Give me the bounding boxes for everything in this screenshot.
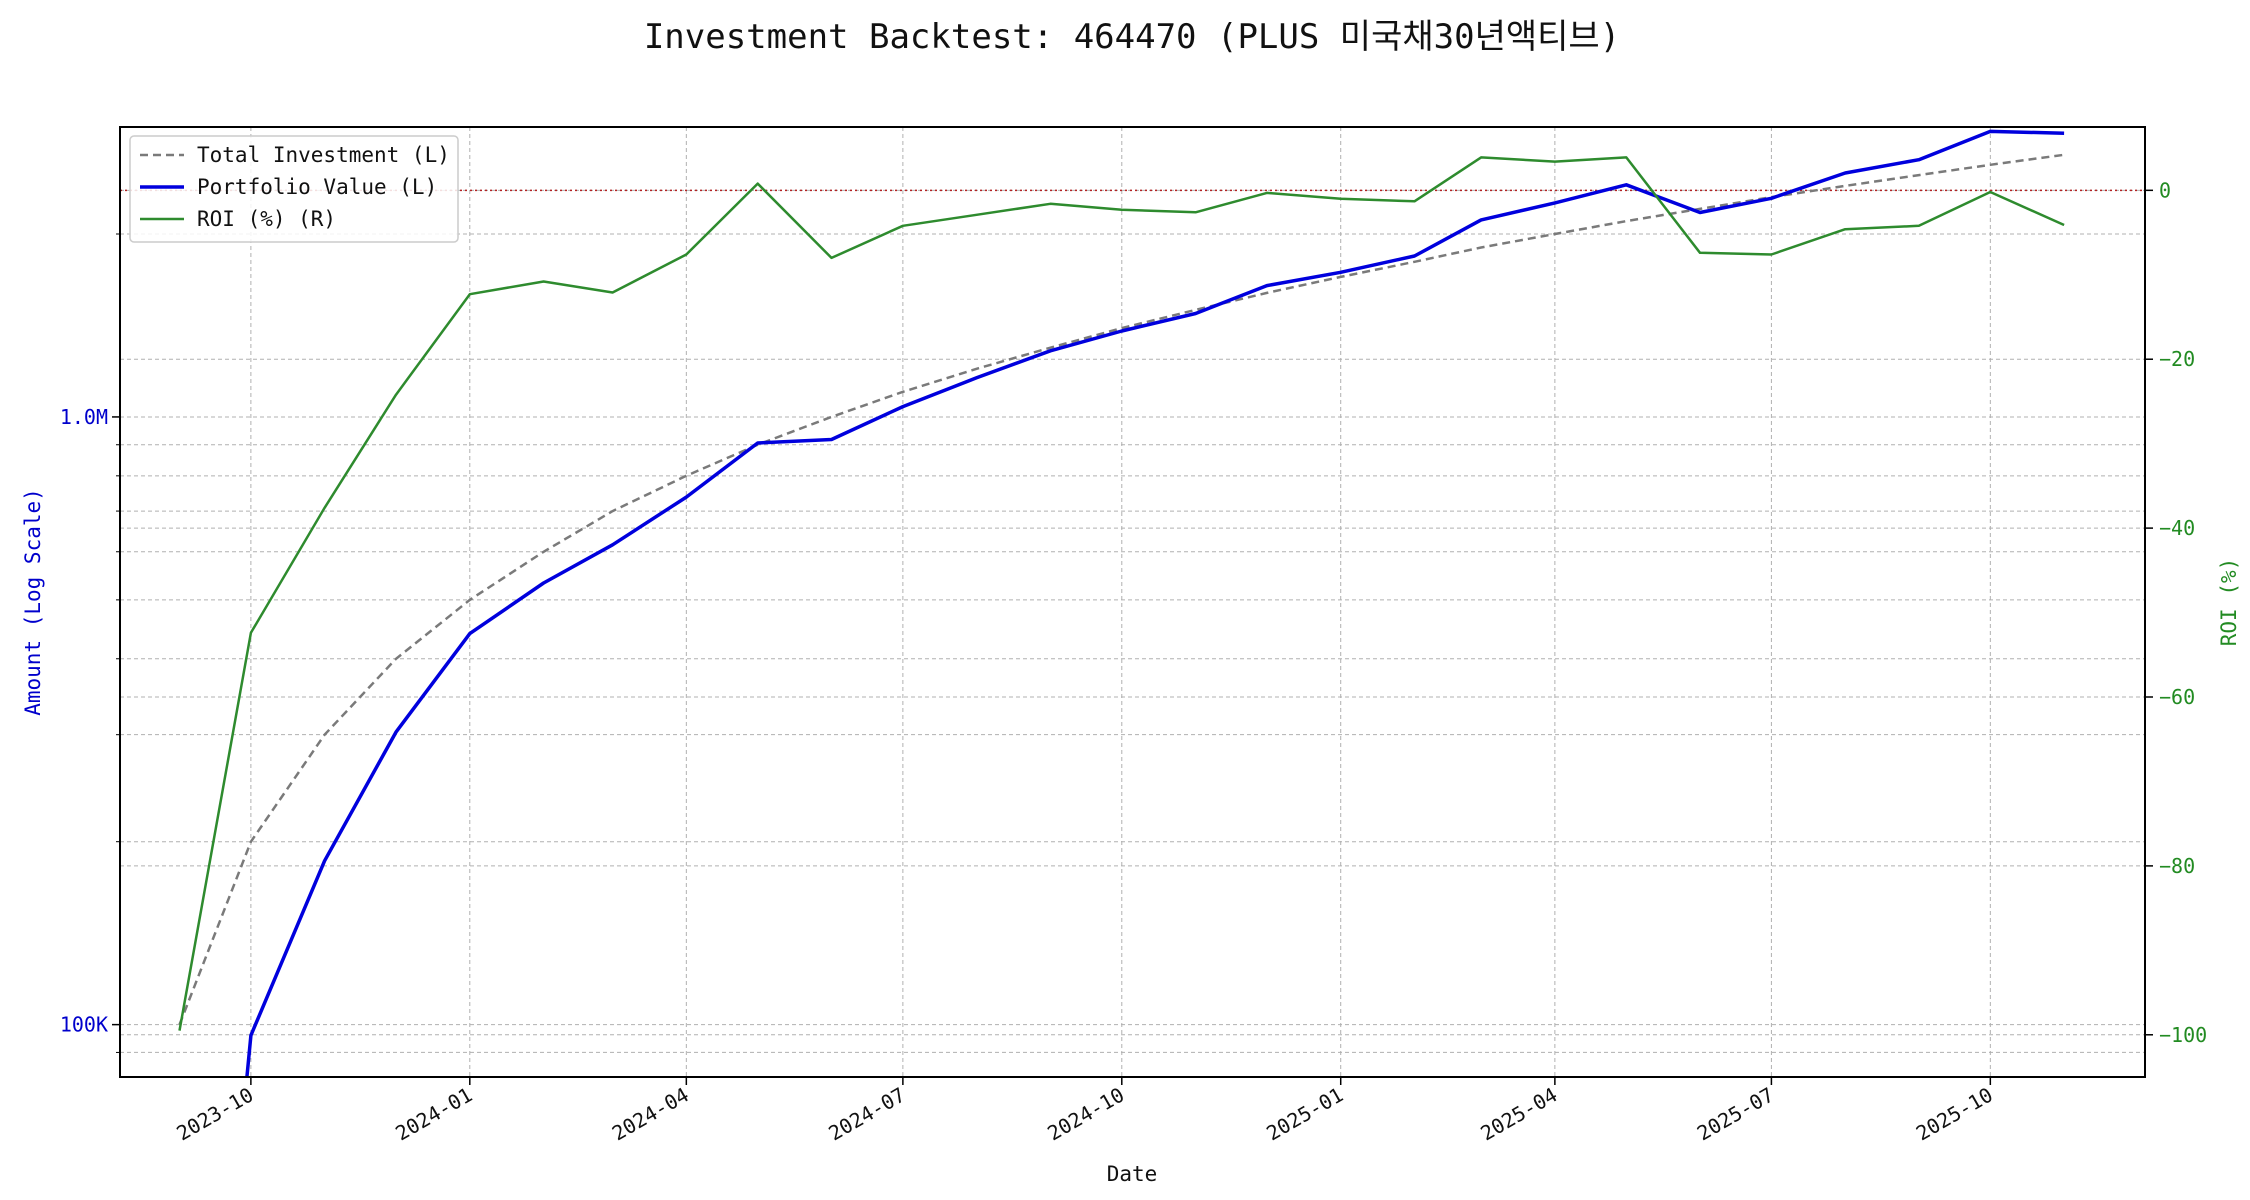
right-tick-label: −40 (2159, 516, 2195, 540)
right-axis-ticks: −100 −80 −60 −40 −20 0 (2145, 178, 2207, 1047)
x-tick-label: 2025-04 (1476, 1083, 1561, 1146)
total-investment-line (178, 153, 2065, 1026)
right-tick-label: −80 (2159, 854, 2195, 878)
legend-box (129, 135, 459, 243)
left-axis-label: Amount (Log Scale) (21, 488, 45, 716)
plot-frame (119, 126, 2146, 1078)
roi-line (178, 156, 2065, 1031)
right-tick-label: −20 (2159, 347, 2195, 371)
x-tick-label: 2024-01 (391, 1083, 476, 1146)
legend-label-total-investment: Total Investment (L) (197, 143, 450, 167)
portfolio-value-line (245, 129, 2065, 1077)
x-tick-label: 2024-07 (824, 1083, 909, 1146)
right-tick-label: 0 (2159, 178, 2171, 202)
x-tick-label: 2025-07 (1693, 1083, 1778, 1146)
right-tick-label: −60 (2159, 685, 2195, 709)
x-axis-ticks: 2023-10 2024-01 2024-04 2024-07 2024-10 2025-… (172, 1077, 1997, 1146)
legend-label-roi: ROI (%) (R) (197, 207, 336, 231)
x-tick-label: 2023-10 (172, 1083, 257, 1146)
legend: Total Investment (L) Portfolio Value (L)… (129, 135, 459, 243)
x-tick-label: 2025-01 (1262, 1083, 1347, 1146)
legend-label-portfolio-value: Portfolio Value (L) (197, 175, 437, 199)
x-tick-label: 2025-10 (1912, 1083, 1997, 1146)
series-lines (178, 129, 2065, 1077)
grid-lines (120, 127, 2145, 1077)
x-tick-label: 2024-04 (608, 1083, 693, 1146)
right-axis-label: ROI (%) (2217, 558, 2241, 647)
right-tick-label: −100 (2159, 1023, 2207, 1047)
x-axis-label: Date (1107, 1162, 1158, 1186)
left-axis-ticks: 100K 1.0M (60, 233, 120, 1053)
x-tick-label: 2024-10 (1043, 1083, 1128, 1146)
left-tick-label: 100K (60, 1013, 108, 1037)
left-tick-label: 1.0M (60, 405, 108, 429)
chart-title: Investment Backtest: 464470 (PLUS 미국채30년… (644, 17, 1620, 57)
